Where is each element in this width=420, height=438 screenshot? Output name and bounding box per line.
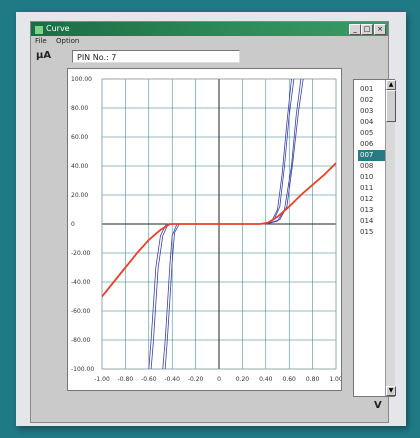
pin-list-scrollbar[interactable]: ▲ ▼ (385, 80, 396, 396)
pin-list-item-014[interactable]: 014 (360, 217, 374, 225)
pin-list-item-013[interactable]: 013 (360, 206, 374, 214)
y-tick-label: -40.00 (71, 279, 91, 286)
menu-file[interactable]: File (35, 37, 47, 45)
pin-list-item-005[interactable]: 005 (360, 129, 374, 137)
title-bar[interactable]: Curve _ □ × (31, 22, 388, 36)
pin-list-item-010[interactable]: 010 (360, 173, 374, 181)
scroll-down-icon[interactable]: ▼ (386, 386, 396, 396)
curve-window: Curve _ □ × File Option µA PIN No.: 7 -1… (30, 21, 396, 423)
menu-option[interactable]: Option (56, 37, 80, 45)
pin-list-item-002[interactable]: 002 (360, 96, 374, 104)
y-tick-label: 0 (71, 221, 75, 228)
pin-list-item-003[interactable]: 003 (360, 107, 374, 115)
selected-pin-curve (102, 162, 336, 298)
app-icon (34, 25, 44, 35)
x-tick-label: -0.40 (164, 376, 180, 383)
pin-list-item-007[interactable]: 007 (358, 150, 386, 161)
y-unit-label: µA (36, 50, 52, 61)
pin-list-item-004[interactable]: 004 (360, 118, 374, 126)
y-tick-label: -60.00 (71, 308, 91, 315)
scroll-up-icon[interactable]: ▲ (386, 80, 396, 90)
y-tick-label: 20.00 (71, 192, 88, 199)
plot-frame (101, 78, 337, 370)
pin-list[interactable]: 001 002 003 004 005 006 007 008 010 011 012 013 014 0… (353, 79, 396, 397)
pin-list-item-012[interactable]: 012 (360, 195, 374, 203)
y-tick-label: 80.00 (71, 105, 88, 112)
pin-list-item-001[interactable]: 001 (360, 85, 374, 93)
y-tick-label: 40.00 (71, 163, 88, 170)
x-tick-label: 0 (217, 376, 221, 383)
x-tick-label: 0.40 (259, 376, 273, 383)
pin-list-item-011[interactable]: 011 (360, 184, 374, 192)
x-tick-label: -0.60 (141, 376, 157, 383)
x-tick-label: 0.20 (236, 376, 250, 383)
x-unit-label: V (374, 400, 382, 411)
y-tick-label: -20.00 (71, 250, 91, 257)
y-tick-label: -80.00 (71, 337, 91, 344)
minimize-button[interactable]: _ (349, 24, 361, 35)
maximize-button[interactable]: □ (361, 24, 373, 35)
x-tick-label: 0.60 (283, 376, 297, 383)
window-title: Curve (46, 24, 70, 33)
x-tick-label: -0.80 (118, 376, 134, 383)
close-button[interactable]: × (374, 24, 386, 35)
x-tick-label: -1.00 (94, 376, 110, 383)
curve-chart: -1.00 -0.80 -0.60 -0.40 -0.20 0 0.20 0.40 0.60 0.… (71, 76, 341, 383)
menu-bar: File Option (31, 36, 388, 47)
y-tick-label: -100.00 (71, 366, 94, 373)
curve-plot[interactable]: -1.00 -0.80 -0.60 -0.40 -0.20 0 0.20 0.40 0.60 0.… (67, 68, 342, 391)
pin-list-item-015[interactable]: 015 (360, 228, 374, 236)
x-tick-label: 1.00 (329, 376, 341, 383)
x-tick-label: -0.20 (188, 376, 204, 383)
y-tick-label: 100.00 (71, 76, 92, 83)
pin-list-item-006[interactable]: 006 (360, 140, 374, 148)
pin-list-item-008[interactable]: 008 (360, 162, 374, 170)
x-tick-label: 0.80 (306, 376, 320, 383)
pin-number-field[interactable]: PIN No.: 7 (72, 50, 240, 63)
y-tick-label: 60.00 (71, 134, 88, 141)
scroll-thumb[interactable] (386, 90, 396, 122)
